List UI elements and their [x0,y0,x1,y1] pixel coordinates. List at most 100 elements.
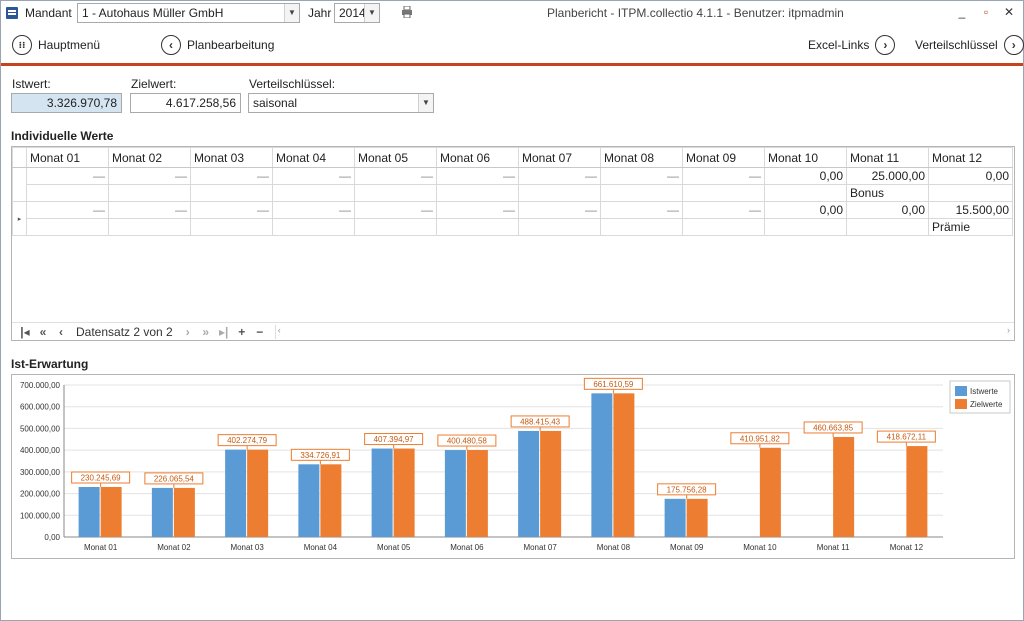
note-cell[interactable] [272,218,355,236]
column-header[interactable]: Monat 03 [190,147,273,168]
note-cell[interactable] [764,218,847,236]
row-indicator[interactable]: ▸ [12,201,27,236]
value-cell[interactable]: 0,00 [928,167,1013,185]
value-cell[interactable]: 0,00 [846,201,929,219]
add-record-icon[interactable]: + [238,324,246,339]
data-label-box [510,415,570,428]
delete-record-icon[interactable]: − [256,324,264,339]
hauptmenu-button[interactable]: ⁝⁝ Hauptmenü [12,34,100,56]
column-header[interactable]: Monat 07 [518,147,601,168]
planbearbeitung-button[interactable]: ‹ Planbearbeitung [161,34,274,56]
note-cell[interactable] [682,218,765,236]
value-cell[interactable]: — [518,201,601,219]
verteilschluessel-button[interactable]: Verteilschlüssel › [915,34,1024,56]
value-cell[interactable]: 0,00 [764,201,847,219]
note-cell[interactable] [600,218,683,236]
y-tick-label: 0,00 [44,533,60,542]
table-row[interactable]: ▸ — — — — — — — — —0,00 0,00 15.500,00 [12,201,1013,236]
next-page-icon[interactable]: » [202,324,210,339]
horizontal-scrollbar[interactable]: ‹ › [274,324,1012,339]
column-header[interactable]: Monat 04 [272,147,355,168]
jahr-select[interactable]: 2014 ▼ [334,3,380,23]
value-cell[interactable]: — [272,167,355,185]
value-cell[interactable]: — [518,167,601,185]
prev-page-icon[interactable]: « [39,324,47,339]
last-record-icon[interactable]: ▸| [219,324,229,339]
column-header[interactable]: Monat 05 [354,147,437,168]
data-label-box [217,434,277,447]
close-button[interactable]: ✕ [1003,5,1015,19]
value-cell[interactable]: — [600,167,683,185]
value-cell[interactable]: — [190,201,273,219]
note-cell[interactable] [518,218,601,236]
note-cell[interactable] [846,218,929,236]
value-cell[interactable]: 15.500,00 [928,201,1013,219]
note-cell[interactable] [354,218,437,236]
scroll-left-icon[interactable]: ‹ [277,324,281,335]
verteilschluessel-select[interactable]: saisonal ▼ [248,93,434,113]
column-header[interactable]: Monat 12 [928,147,1013,168]
note-cell[interactable]: Prämie [928,218,1013,236]
column-header[interactable]: Monat 11 [846,147,929,168]
column-header[interactable]: Monat 10 [764,147,847,168]
value-cell[interactable]: — [436,167,519,185]
chevron-down-icon[interactable]: ▼ [284,4,299,22]
x-tick-label: Monat 09 [670,543,704,552]
note-cell[interactable] [518,184,601,202]
column-header[interactable]: Monat 09 [682,147,765,168]
value-cell[interactable]: — [26,201,109,219]
value-cell[interactable]: — [108,201,191,219]
bar-zielwerte [173,487,195,537]
value-cell[interactable]: — [354,167,437,185]
note-cell[interactable] [682,184,765,202]
y-tick-label: 300.000,00 [20,468,61,477]
value-cell[interactable]: 25.000,00 [846,167,929,185]
table-row-note[interactable]: Bonus [13,184,1013,202]
value-cell[interactable]: — [600,201,683,219]
mandant-select[interactable]: 1 - Autohaus Müller GmbH ▼ [77,3,300,23]
row-indicator[interactable] [12,167,27,202]
next-record-icon[interactable]: › [185,324,190,339]
zielwert-field[interactable]: 4.617.258,56 [130,93,241,113]
column-header[interactable]: Monat 08 [600,147,683,168]
value-cell[interactable]: — [682,167,765,185]
note-cell[interactable] [354,184,437,202]
value-cell[interactable]: — [108,167,191,185]
value-cell[interactable]: 0,00 [764,167,847,185]
chevron-down-icon[interactable]: ▼ [418,94,433,112]
first-record-icon[interactable]: |◂ [20,324,30,339]
chevron-down-icon[interactable]: ▼ [364,4,379,22]
value-cell[interactable]: — [682,201,765,219]
note-cell[interactable] [600,184,683,202]
value-cell[interactable]: — [436,201,519,219]
note-cell[interactable] [272,184,355,202]
note-cell[interactable] [26,184,109,202]
note-cell[interactable] [190,184,273,202]
column-header[interactable]: Monat 06 [436,147,519,168]
note-cell[interactable] [436,184,519,202]
printer-icon[interactable] [402,6,412,18]
note-cell[interactable]: Bonus [846,184,929,202]
prev-record-icon[interactable]: ‹ [59,324,63,339]
value-cell[interactable]: — [354,201,437,219]
note-cell[interactable] [764,184,847,202]
note-cell[interactable] [436,218,519,236]
planbearbeitung-label: Planbearbeitung [187,38,275,52]
note-cell[interactable] [928,184,1013,202]
note-cell[interactable] [108,218,191,236]
value-cell[interactable]: — [272,201,355,219]
excel-links-button[interactable]: Excel-Links › [808,34,896,56]
column-header[interactable]: Monat 02 [108,147,191,168]
maximize-button[interactable]: ▫ [983,5,989,19]
column-header[interactable]: Monat 01 [26,147,109,168]
table-row-note[interactable]: Prämie [13,218,1013,236]
note-cell[interactable] [190,218,273,236]
scroll-right-icon[interactable]: › [1007,324,1010,335]
minimize-button[interactable]: _ [958,5,966,19]
x-tick-label: Monat 05 [377,543,411,552]
table-row[interactable]: — — — — — — — — —0,00 25.000,00 0,00 [12,167,1013,202]
value-cell[interactable]: — [26,167,109,185]
note-cell[interactable] [26,218,109,236]
note-cell[interactable] [108,184,191,202]
value-cell[interactable]: — [190,167,273,185]
